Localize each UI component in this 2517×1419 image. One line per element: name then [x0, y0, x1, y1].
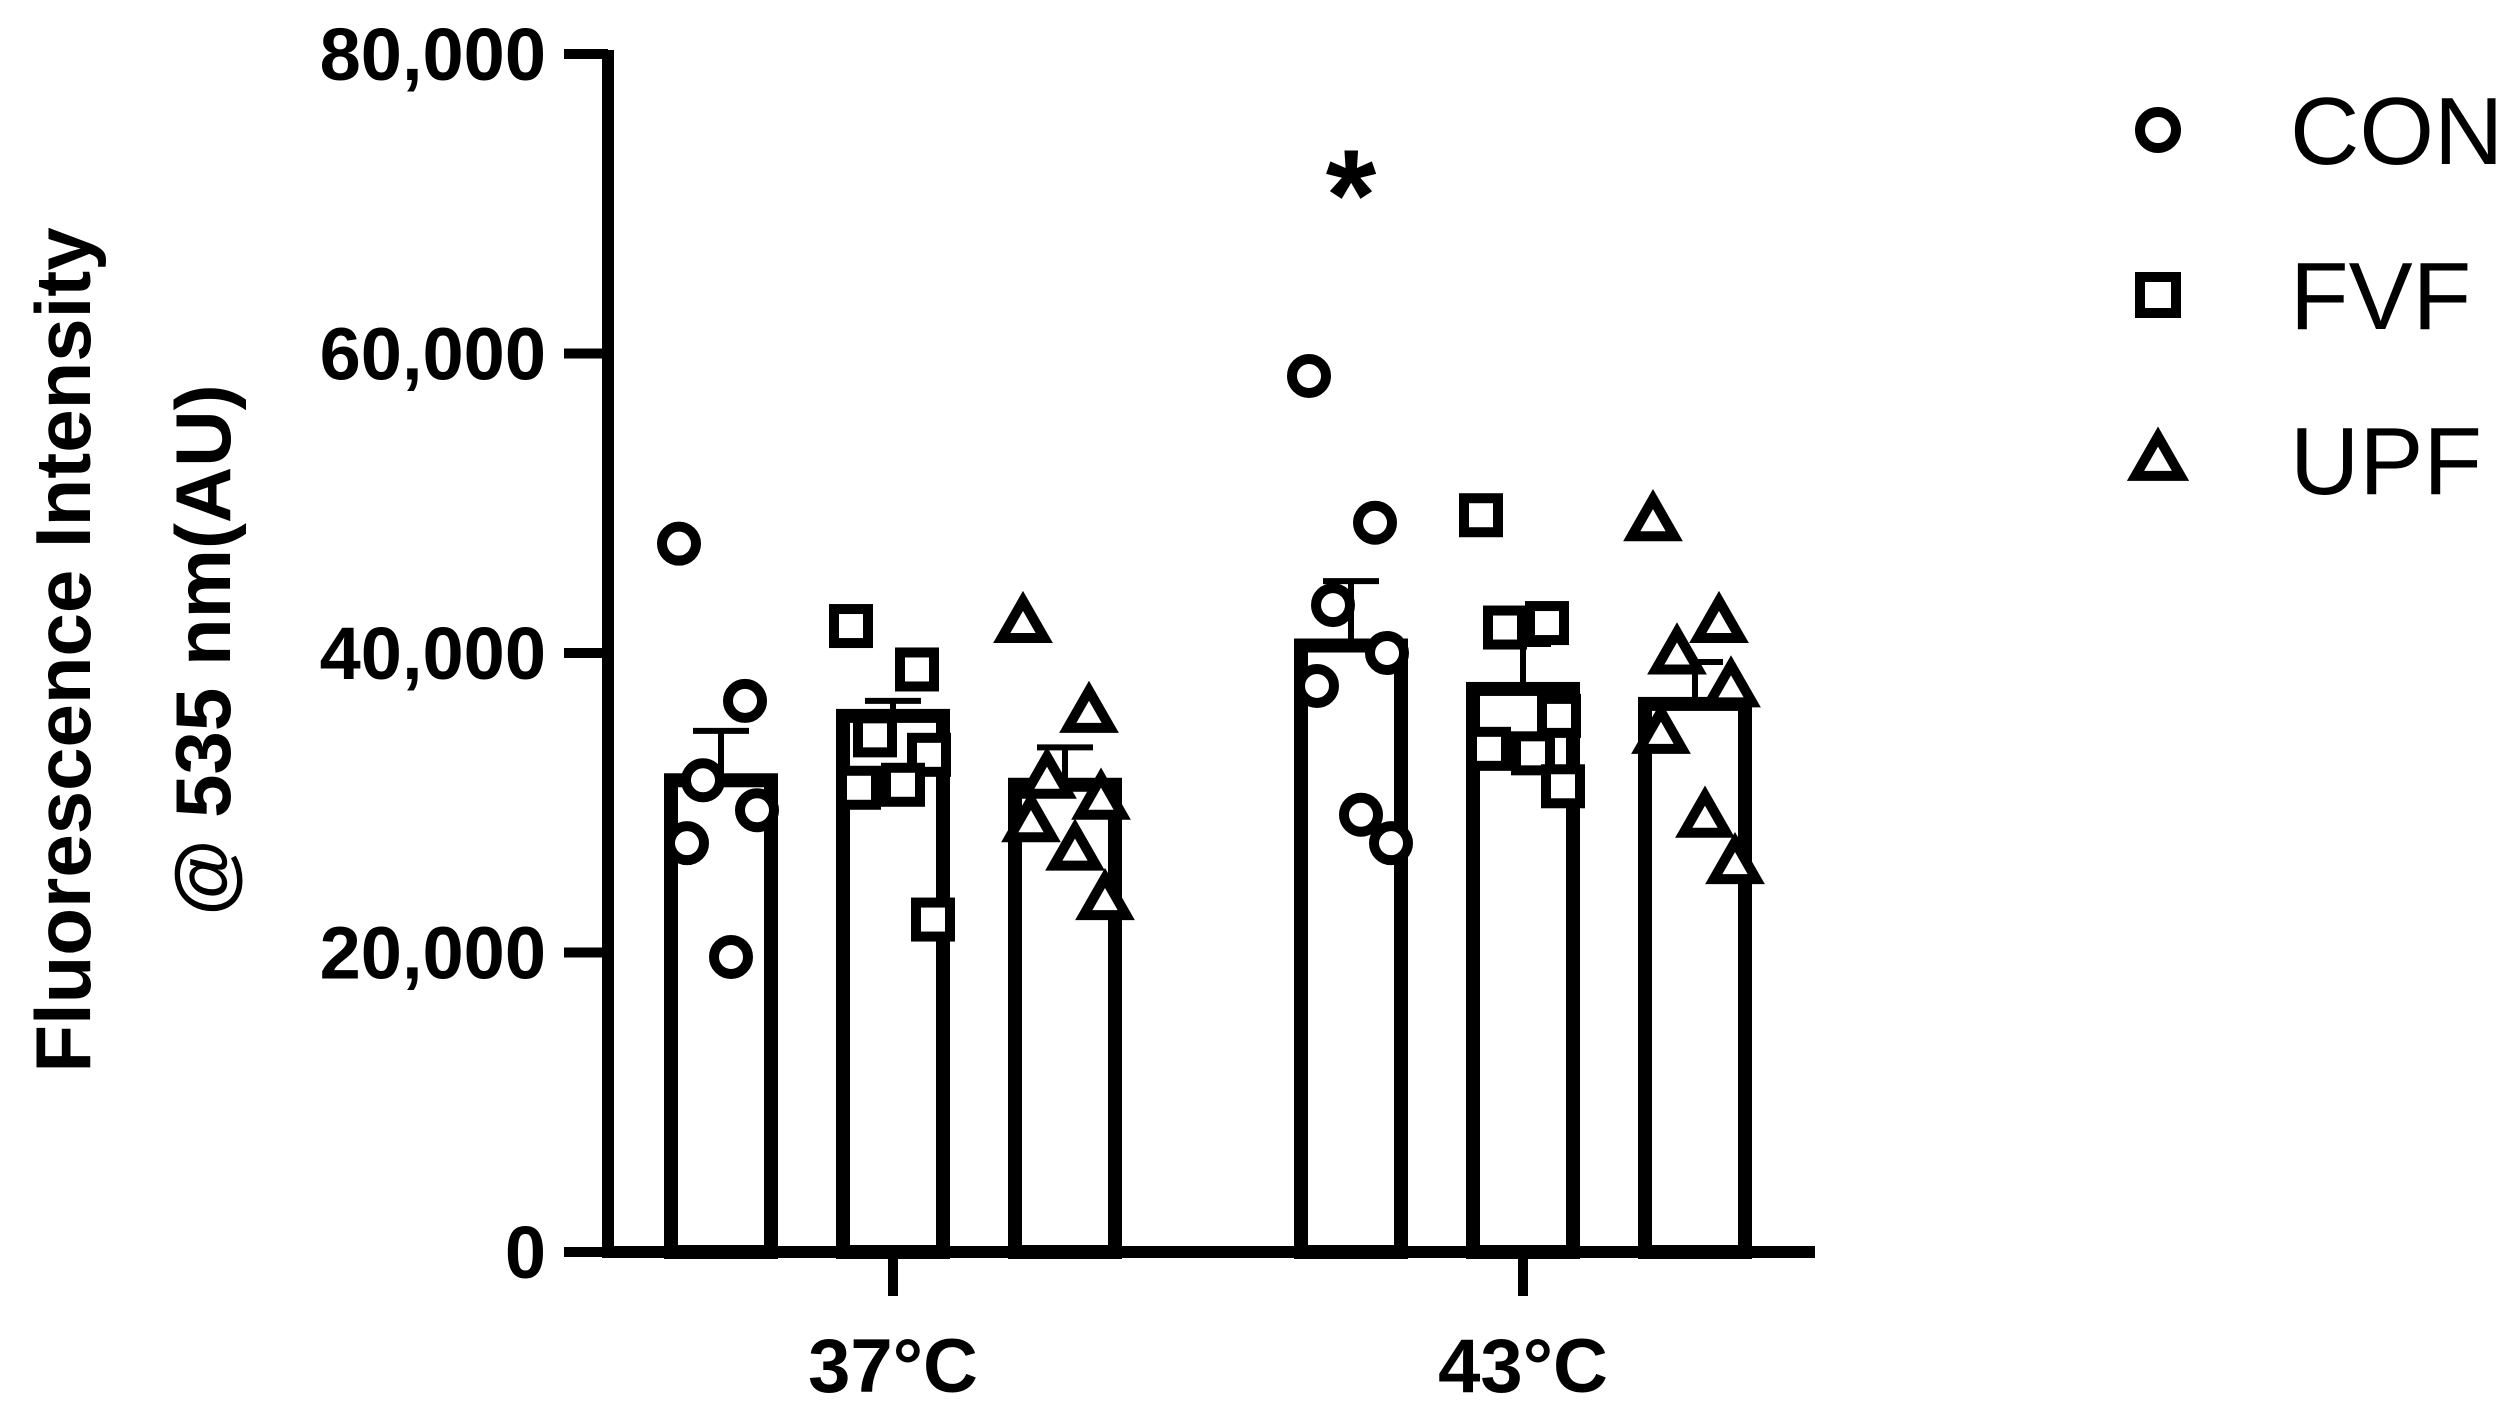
- data-point-con: [1353, 500, 1397, 545]
- data-point-fvf: [911, 897, 955, 942]
- data-point-con: [1365, 631, 1409, 675]
- data-point-upf: [1689, 590, 1749, 644]
- data-point-upf: [1705, 831, 1765, 885]
- legend-marker-upf: [2126, 426, 2190, 481]
- data-point-con: [657, 521, 701, 566]
- data-point-upf: [1075, 867, 1135, 921]
- data-point-fvf: [1541, 764, 1585, 809]
- data-point-con: [735, 788, 779, 833]
- data-point-con: [1339, 792, 1383, 837]
- data-point-upf: [1017, 746, 1077, 799]
- bars: [664, 578, 1752, 1260]
- data-point-upf: [1701, 655, 1761, 708]
- data-point-fvf: [837, 765, 881, 810]
- y-axis-title-line2: @ 535 nm(AU): [159, 384, 247, 915]
- y-tick-label: 60,000: [320, 313, 546, 396]
- y-axis-title-line1: Fluorescence Intensity: [19, 227, 107, 1072]
- data-point-fvf: [1537, 693, 1581, 738]
- data-point-con: [709, 934, 753, 979]
- data-point-con: [1287, 353, 1331, 398]
- data-point-con: [1311, 583, 1355, 628]
- bar-con: [1294, 638, 1408, 1259]
- annotations: *: [1326, 122, 1377, 268]
- data-point-fvf: [895, 647, 939, 692]
- data-point-upf: [1001, 790, 1061, 843]
- data-point-fvf: [1525, 601, 1569, 646]
- data-point-fvf: [829, 604, 873, 649]
- data-point-upf: [1059, 680, 1119, 733]
- legend-marker-con: [2135, 107, 2181, 153]
- data-point-upf: [1647, 622, 1707, 675]
- y-tick-label: 20,000: [320, 912, 546, 995]
- data-point-fvf: [1459, 493, 1503, 538]
- data-point-fvf: [853, 713, 897, 758]
- bar-upf: [1638, 696, 1752, 1259]
- y-tick-label: 80,000: [320, 13, 546, 96]
- data-point-fvf: [881, 762, 925, 807]
- data-point-con: [1295, 663, 1339, 708]
- data-point-upf: [1071, 767, 1131, 820]
- x-category-label: 43°C: [1438, 1324, 1608, 1409]
- data-point-upf: [1675, 785, 1735, 838]
- y-tick-label: 40,000: [320, 612, 546, 695]
- y-tick-label: 0: [505, 1211, 546, 1294]
- y-axis-title: Fluorescence Intensity @ 535 nm(AU): [19, 227, 247, 1072]
- data-point-upf: [993, 590, 1053, 644]
- data-point-con: [665, 821, 709, 866]
- data-point-upf: [1631, 701, 1691, 754]
- x-category-label: 37°C: [808, 1324, 978, 1409]
- data-point-upf: [1045, 818, 1105, 871]
- data-point-fvf: [1483, 605, 1527, 650]
- legend-label-con: CON: [2290, 78, 2503, 185]
- data-point-con: [681, 758, 725, 803]
- data-point-con: [723, 678, 767, 723]
- data-point-fvf: [1467, 726, 1511, 771]
- data-points: [657, 353, 1765, 979]
- legend-label-upf: UPF: [2290, 408, 2482, 515]
- legend-marker-fvf: [2135, 272, 2181, 318]
- data-point-con: [1369, 821, 1413, 866]
- data-point-upf: [1623, 489, 1683, 542]
- significance-star: *: [1326, 122, 1377, 268]
- legend: CON FVF UPF: [2126, 78, 2503, 515]
- axes: 0 20,000 40,000 60,000 80,000 37°C 43°C: [320, 13, 1815, 1409]
- legend-label-fvf: FVF: [2290, 243, 2471, 350]
